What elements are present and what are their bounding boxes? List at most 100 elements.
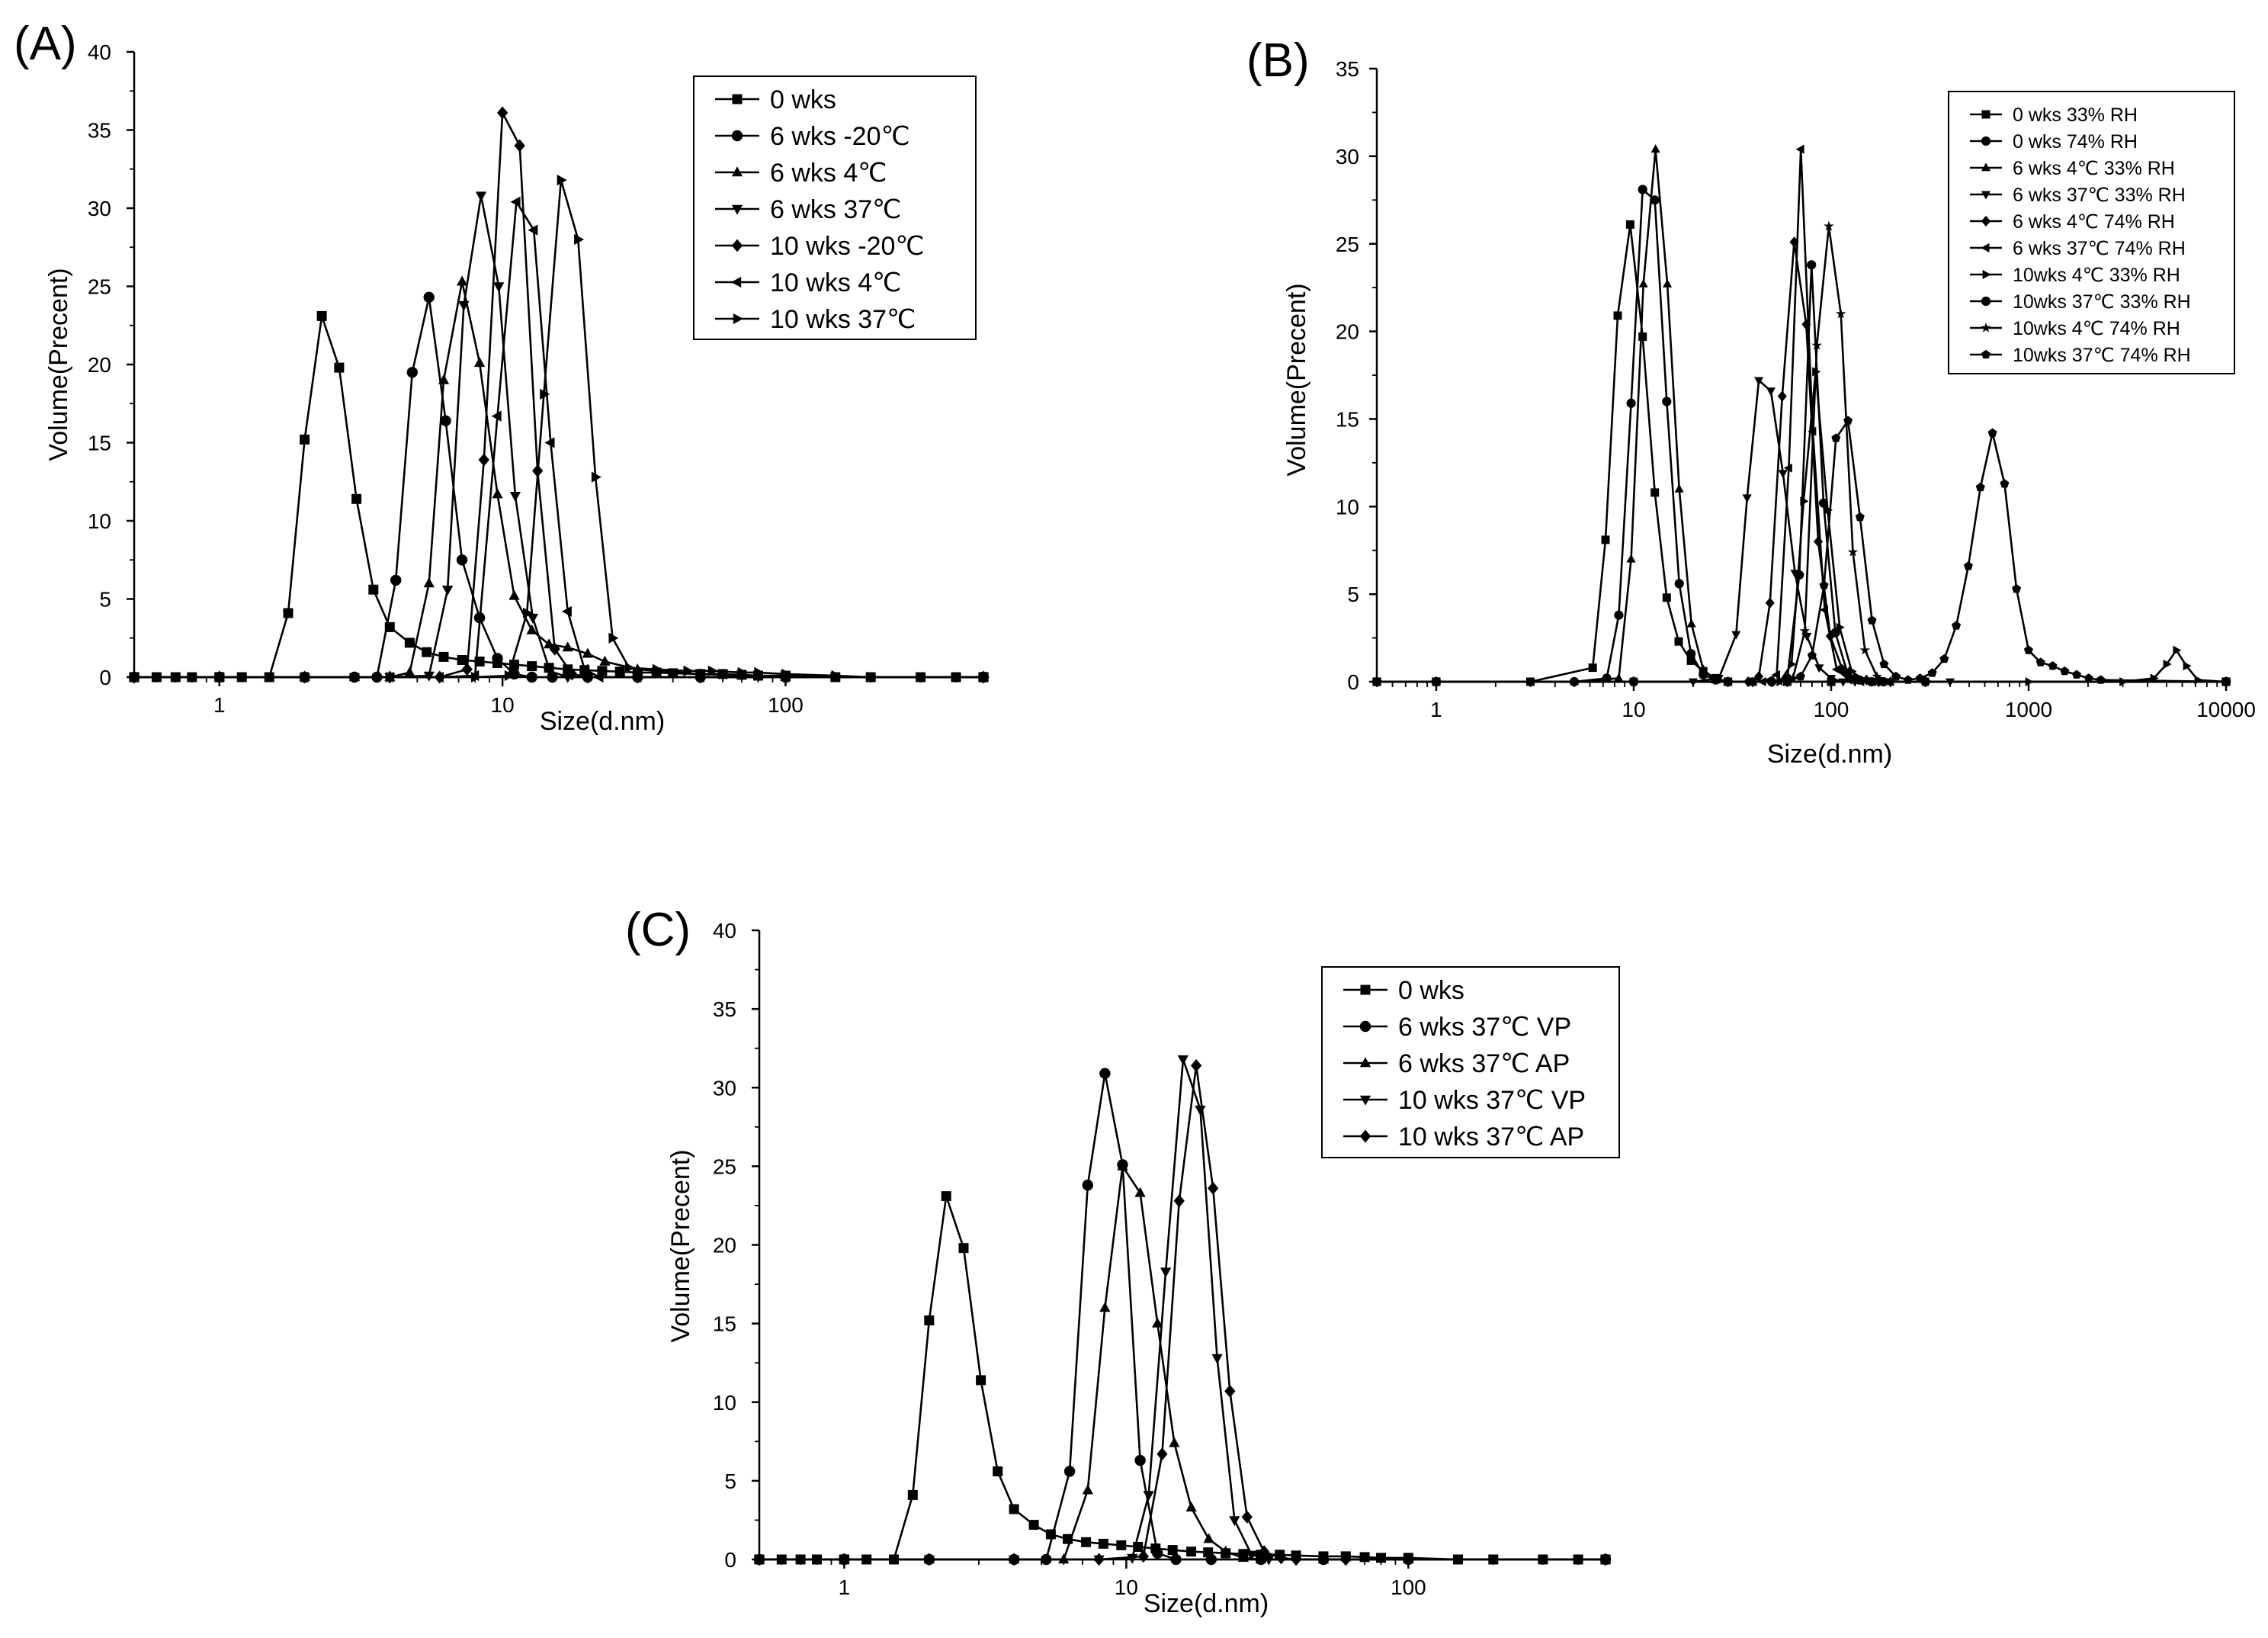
data-point: [1028, 1520, 1039, 1530]
legend: 0 wks 33% RH 0 wks 74% RH 6 wks 4℃ 33% RH 6…: [1948, 91, 2235, 374]
data-point: [2221, 676, 2231, 686]
legend-label: 6 wks 37℃ 74% RH: [2013, 238, 2186, 259]
data-point: [1778, 470, 1788, 479]
legend-label: 0 wks: [770, 85, 836, 114]
data-point: [1229, 1516, 1240, 1527]
data-point: [1614, 673, 1624, 682]
legend: 0 wks 6 wks -20℃ 6 wks 4℃ 6 wks 37℃ 10 wks -…: [693, 75, 977, 340]
data-point: [1063, 1466, 1076, 1477]
data-point: [625, 662, 635, 673]
series-10: [1372, 416, 2231, 686]
x-tick-label: 1: [839, 1575, 851, 1599]
series-line: [759, 1065, 1606, 1561]
y-axis-title: Volume(Precent): [44, 268, 73, 461]
data-point: [1152, 1317, 1163, 1328]
data-point: [694, 671, 704, 683]
data-point: [1601, 535, 1610, 544]
data-point: [591, 471, 601, 483]
data-point: [582, 670, 593, 684]
data-point: [1403, 1553, 1414, 1566]
legend-label: 6 wks 4℃: [770, 159, 887, 188]
data-point: [907, 1489, 918, 1500]
data-point: [508, 589, 520, 600]
data-point: [1765, 597, 1775, 609]
legend: 0 wks 6 wks 37℃ VP 6 wks 37℃ AP 10 wks 37℃ …: [1321, 966, 1620, 1158]
data-point: [1137, 1550, 1149, 1563]
y-tick-label: 20: [1336, 320, 1359, 344]
data-point: [549, 642, 560, 656]
data-point: [979, 671, 990, 683]
data-point: [839, 1553, 850, 1566]
legend-label: 0 wks 33% RH: [2013, 104, 2138, 126]
data-point: [283, 608, 294, 618]
x-axis-title: Size(d.nm): [540, 707, 665, 736]
data-point: [1788, 660, 1797, 670]
data-point: [470, 671, 481, 683]
legend-marker-icon: [1359, 1020, 1371, 1033]
data-point: [1662, 397, 1672, 406]
data-point: [423, 291, 435, 303]
data-point: [582, 647, 593, 658]
data-point: [300, 671, 311, 683]
data-point: [923, 1553, 935, 1566]
series-line: [134, 179, 983, 679]
data-point: [1795, 671, 1805, 681]
data-point: [504, 670, 515, 682]
legend-marker-icon: [731, 239, 743, 252]
legend-marker-icon: [732, 94, 743, 104]
data-point: [1795, 144, 1804, 154]
data-point: [1975, 482, 1985, 492]
panel-label: (C): [625, 904, 691, 956]
data-point: [1625, 220, 1634, 229]
legend-marker-icon: [1982, 269, 1991, 280]
data-point: [1241, 1510, 1253, 1524]
data-point: [1093, 1553, 1105, 1566]
data-point: [1173, 1194, 1185, 1208]
legend-label: 6 wks 37℃ AP: [1398, 1049, 1570, 1078]
legend-label: 10 wks -20℃: [770, 232, 925, 261]
data-point: [1099, 1302, 1111, 1312]
legend-label: 10wks 4℃ 74% RH: [2013, 318, 2180, 339]
y-tick-label: 10: [1336, 495, 1359, 519]
data-point: [1723, 676, 1733, 686]
data-point: [1662, 593, 1671, 602]
data-point: [941, 1191, 951, 1202]
data-point: [527, 661, 537, 672]
panel-a: (A) 0 5 10 15 20 25 30 35 40 1 10 100 Size(d.nm) Volum…: [14, 18, 990, 736]
data-point: [526, 671, 537, 683]
data-point: [1191, 1058, 1202, 1072]
data-point: [1650, 195, 1660, 205]
legend-marker-icon: [733, 313, 743, 325]
y-tick-label: 25: [1336, 233, 1359, 256]
y-tick-label: 20: [713, 1234, 736, 1257]
y-tick-label: 25: [88, 275, 111, 299]
data-point: [1788, 673, 1798, 683]
legend-marker-icon: [1359, 1129, 1371, 1143]
legend-box: [1948, 91, 2235, 374]
data-point: [492, 653, 503, 664]
legend-label: 6 wks 37℃ VP: [1398, 1013, 1571, 1042]
data-point: [1795, 570, 1804, 580]
data-point: [438, 374, 450, 384]
data-point: [683, 665, 694, 676]
y-tick-label: 0: [724, 1548, 736, 1572]
legend-label: 10wks 37℃ 74% RH: [2013, 345, 2191, 366]
data-point: [440, 415, 451, 426]
data-point: [1009, 1553, 1020, 1566]
data-point: [608, 632, 619, 644]
legend-label: 10 wks 37℃ VP: [1398, 1086, 1586, 1115]
data-point: [1866, 676, 1876, 687]
data-point: [707, 665, 718, 676]
data-point: [1686, 649, 1696, 659]
data-point: [1843, 675, 1853, 685]
data-point: [528, 224, 538, 236]
legend-marker-icon: [1981, 136, 1991, 146]
data-point: [1801, 319, 1811, 330]
data-point: [1835, 308, 1846, 319]
data-point: [1766, 387, 1776, 397]
data-point: [1824, 220, 1834, 231]
data-point: [1987, 428, 1997, 437]
data-point: [1263, 1555, 1275, 1566]
data-point: [1117, 1160, 1128, 1171]
data-point: [1843, 668, 1853, 678]
